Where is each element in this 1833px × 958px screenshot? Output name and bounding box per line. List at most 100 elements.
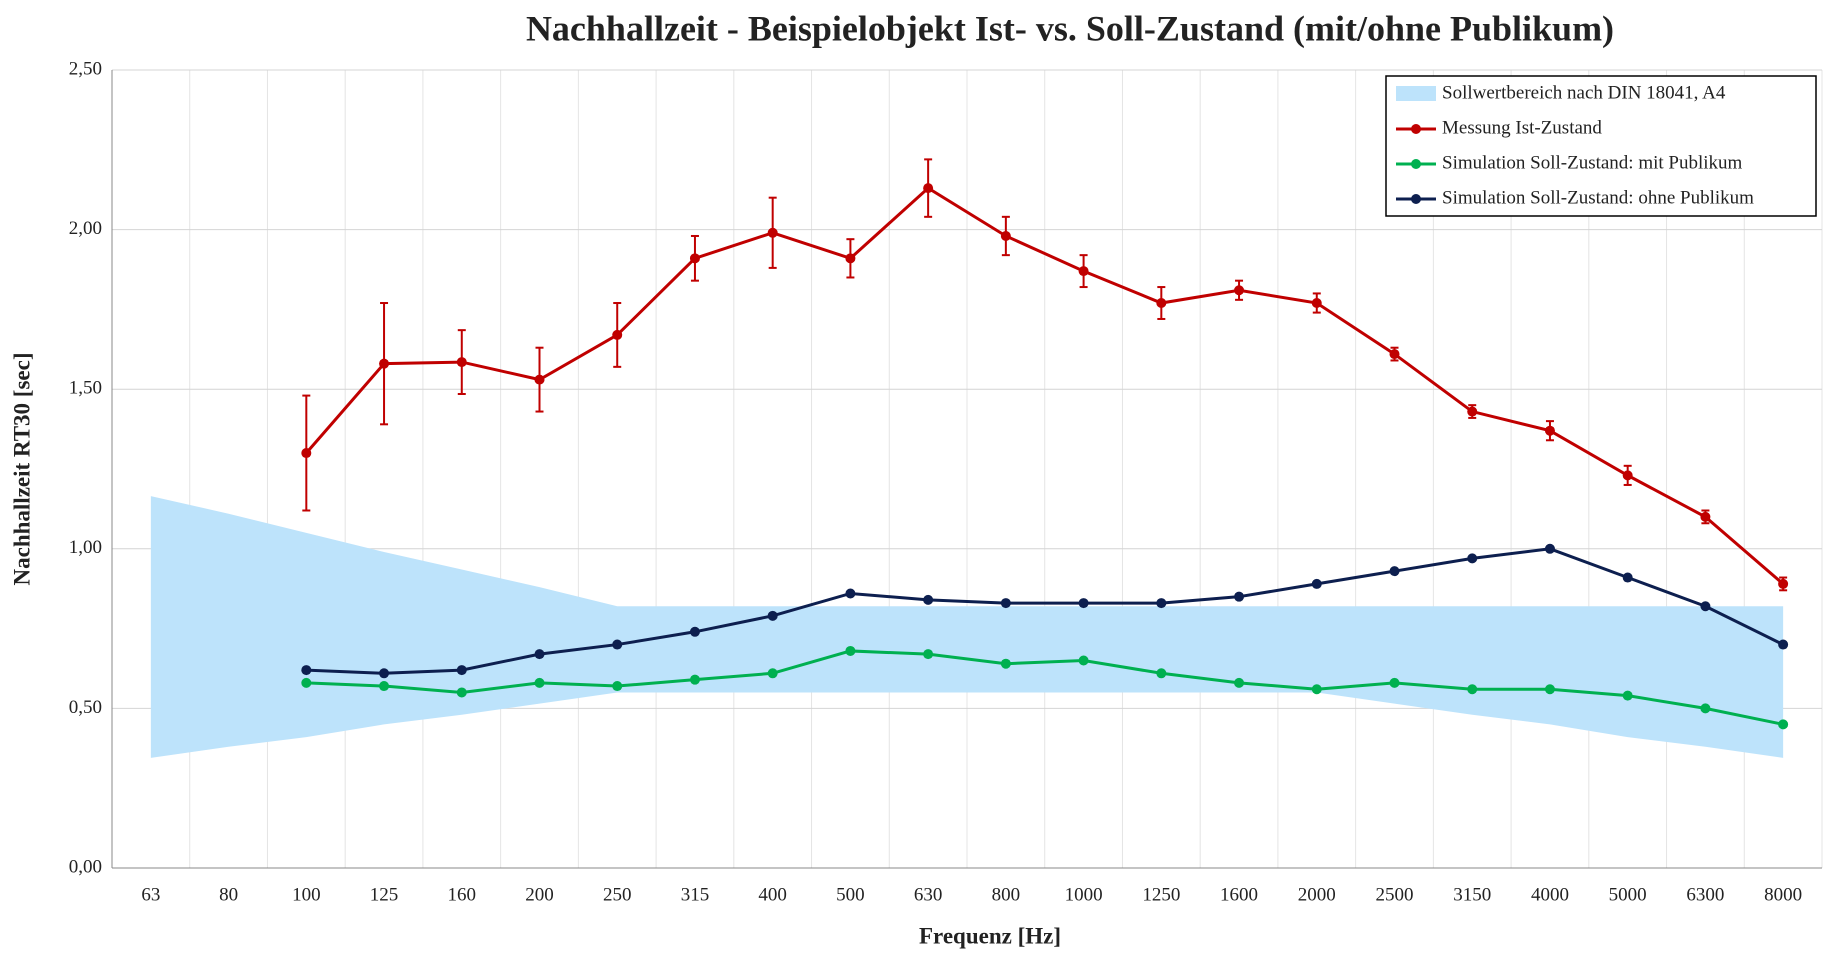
point [379, 358, 390, 369]
point [845, 588, 856, 599]
point [1622, 690, 1633, 701]
point [1700, 601, 1711, 612]
point [1467, 553, 1478, 564]
x-tick-label: 4000 [1531, 884, 1569, 905]
point [1156, 598, 1167, 609]
x-tick-label: 800 [992, 884, 1021, 905]
x-tick-label: 3150 [1453, 884, 1491, 905]
point [1311, 298, 1322, 309]
point [1544, 425, 1555, 436]
x-tick-label: 5000 [1609, 884, 1647, 905]
point [379, 668, 390, 679]
point [845, 253, 856, 264]
point [1544, 543, 1555, 554]
point [456, 665, 467, 676]
y-tick-label: 1,00 [69, 537, 102, 558]
point [534, 677, 545, 688]
point [1778, 639, 1789, 650]
target-band [150, 496, 1784, 758]
x-tick-label: 400 [758, 884, 787, 905]
chart-title: Nachhallzeit - Beispielobjekt Ist- vs. S… [526, 8, 1614, 48]
point [1622, 470, 1633, 481]
x-tick-label: 2500 [1376, 884, 1414, 905]
point [1234, 285, 1245, 296]
point [923, 183, 934, 194]
series-line [306, 649, 1784, 726]
point [1156, 298, 1167, 309]
x-tick-label: 630 [914, 884, 943, 905]
point [689, 626, 700, 637]
point [1234, 591, 1245, 602]
y-axis-label: Nachhallzeit RT30 [sec] [9, 353, 34, 586]
point [1544, 684, 1555, 695]
legend-marker [1411, 159, 1421, 169]
point [1622, 572, 1633, 583]
point [1389, 677, 1400, 688]
x-tick-label: 250 [603, 884, 632, 905]
x-tick-label: 1600 [1220, 884, 1258, 905]
point [1311, 684, 1322, 695]
point [1078, 266, 1089, 277]
series-line [306, 547, 1784, 675]
x-tick-label: 315 [681, 884, 710, 905]
point [1234, 677, 1245, 688]
x-tick-label: 6300 [1686, 884, 1724, 905]
point [1156, 668, 1167, 679]
y-tick-label: 2,50 [69, 58, 102, 79]
point [1700, 703, 1711, 714]
point [301, 665, 312, 676]
point [1000, 598, 1011, 609]
x-tick-label: 500 [836, 884, 865, 905]
x-axis-label: Frequenz [Hz] [919, 923, 1061, 948]
legend-label: Sollwertbereich nach DIN 18041, A4 [1442, 82, 1726, 103]
x-tick-label: 125 [370, 884, 399, 905]
point [1078, 598, 1089, 609]
point [1778, 578, 1789, 589]
x-tick-label: 200 [525, 884, 554, 905]
legend-label: Simulation Soll-Zustand: ohne Publikum [1442, 187, 1754, 208]
point [612, 329, 623, 340]
series-line [305, 186, 1785, 586]
point [379, 681, 390, 692]
legend-marker [1411, 124, 1421, 134]
point [1700, 511, 1711, 522]
x-tick-label: 8000 [1764, 884, 1802, 905]
point [689, 674, 700, 685]
point [456, 687, 467, 698]
point [612, 639, 623, 650]
x-tick-label: 1000 [1065, 884, 1103, 905]
x-tick-label: 1250 [1142, 884, 1180, 905]
y-tick-label: 1,50 [69, 378, 102, 399]
point [923, 649, 934, 660]
point [1389, 349, 1400, 360]
point [1467, 406, 1478, 417]
point [767, 610, 778, 621]
x-tick-label: 63 [141, 884, 160, 905]
legend-label: Simulation Soll-Zustand: mit Publikum [1442, 152, 1743, 173]
point [612, 681, 623, 692]
y-tick-label: 0,50 [69, 697, 102, 718]
legend-marker [1411, 194, 1421, 204]
point [845, 645, 856, 656]
point [1778, 719, 1789, 730]
legend-box [1385, 75, 1817, 217]
point [1389, 566, 1400, 577]
y-tick-label: 2,00 [69, 218, 102, 239]
point [767, 668, 778, 679]
x-tick-label: 100 [292, 884, 321, 905]
legend-swatch [1396, 86, 1436, 101]
point [767, 227, 778, 238]
point [1000, 658, 1011, 669]
point [689, 253, 700, 264]
point [301, 677, 312, 688]
point [534, 649, 545, 660]
legend-label: Messung Ist-Zustand [1442, 117, 1602, 138]
x-tick-label: 80 [219, 884, 238, 905]
point [1311, 578, 1322, 589]
x-tick-label: 2000 [1298, 884, 1336, 905]
point [923, 594, 934, 605]
y-tick-label: 0,00 [69, 856, 102, 877]
point [456, 357, 467, 368]
point [534, 374, 545, 385]
